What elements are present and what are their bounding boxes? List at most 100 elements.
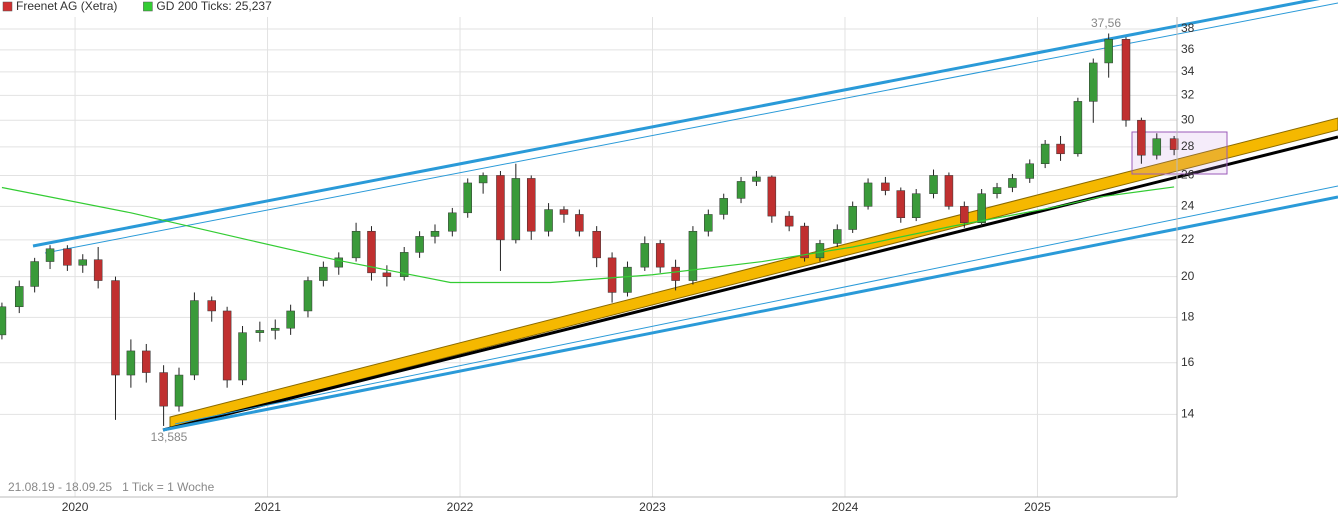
candle-body: [1121, 39, 1131, 121]
candle-body: [448, 212, 457, 232]
legend-swatch: [2, 1, 13, 12]
candle-body: [1056, 143, 1065, 155]
channel-upper: [32, 0, 1320, 248]
y-tick-label: 22: [1181, 232, 1195, 246]
candle-body: [1104, 39, 1113, 64]
x-tick-label: 2020: [62, 500, 89, 514]
candle-body: [719, 198, 728, 215]
moving-average: [1, 186, 1175, 284]
candle-body: [784, 215, 794, 227]
candle-body: [93, 259, 103, 281]
candle-body: [815, 243, 825, 259]
x-tick-label: 2025: [1024, 500, 1051, 514]
candle-body: [30, 261, 39, 287]
legend-swatch: [143, 1, 153, 12]
candle-body: [78, 259, 88, 266]
y-tick-label: 18: [1181, 310, 1195, 324]
candle-body: [1025, 163, 1035, 179]
grid: [0, 17, 1177, 497]
candle-body: [222, 310, 232, 381]
high-label: 37,56: [1091, 16, 1121, 30]
x-tick-label: 2024: [832, 500, 859, 514]
x-tick-label: 2022: [447, 500, 474, 514]
candle-body: [190, 300, 199, 376]
x-tick-label: 2023: [639, 500, 666, 514]
candle-body: [319, 266, 328, 281]
channel-lower-thin: [174, 185, 1338, 425]
candle-body: [526, 178, 536, 232]
legend: Freenet AG (Xetra) GD 200 Ticks: 25,237: [2, 0, 272, 13]
y-tick-label: 32: [1181, 87, 1195, 101]
candle-body: [270, 327, 280, 331]
candle-body: [544, 209, 553, 232]
y-tick-label: 36: [1181, 42, 1195, 56]
candle-body: [478, 175, 488, 184]
candle-body: [911, 193, 921, 218]
x-tick-label: 2021: [254, 500, 281, 514]
candle-body: [334, 257, 344, 268]
candle-body: [833, 229, 842, 244]
y-tick-label: 16: [1181, 355, 1195, 369]
candle-body: [511, 178, 521, 241]
candle-body: [142, 350, 151, 373]
y-tick-label: 20: [1181, 269, 1195, 283]
legend-label: GD 200 Ticks: 25,237: [156, 0, 272, 13]
marks: [0, 33, 1179, 426]
candle-body: [1040, 143, 1050, 164]
y-tick-label: 28: [1181, 139, 1195, 153]
candle-body: [1073, 101, 1083, 155]
candle-body: [896, 190, 906, 218]
candle-body: [929, 175, 938, 194]
y-tick-label: 24: [1181, 198, 1195, 212]
candle-body: [881, 182, 890, 191]
y-tick-label: 30: [1181, 112, 1195, 126]
candle-body: [286, 310, 295, 329]
candle-body: [559, 209, 569, 215]
candle-body: [640, 243, 650, 268]
candle-body: [1152, 138, 1162, 156]
candle-body: [430, 230, 440, 237]
candle-body: [382, 272, 392, 277]
candle-body: [415, 236, 424, 253]
candle-body: [944, 175, 954, 207]
candle-body: [977, 193, 986, 224]
candle-body: [623, 266, 632, 293]
candle-body: [767, 176, 777, 217]
candle-body: [14, 286, 24, 308]
candle-body: [960, 206, 969, 224]
candle-body: [238, 332, 247, 381]
candle-body: [671, 266, 680, 281]
candle-body: [63, 248, 72, 266]
y-tick-label: 34: [1181, 64, 1195, 78]
y-tick-label: 26: [1181, 168, 1195, 182]
range-note: 21.08.19 - 18.09.25 1 Tick = 1 Woche: [8, 480, 215, 494]
candle-body: [367, 230, 376, 274]
candle-body: [207, 300, 216, 312]
candle-body: [1008, 178, 1017, 188]
candle-body: [1169, 138, 1179, 150]
candle-body: [351, 230, 361, 259]
candle-body: [575, 214, 584, 232]
candle-body: [704, 214, 713, 232]
trend-line: [162, 135, 1338, 432]
candle-body: [159, 372, 168, 407]
y-tick-label: 14: [1181, 406, 1195, 420]
trend-band: [169, 117, 1338, 429]
candle-body: [992, 187, 1002, 194]
range-box: [1131, 131, 1228, 175]
candle-body: [592, 230, 601, 259]
candle-body: [655, 243, 665, 268]
channel-lower: [162, 195, 1338, 432]
candle-body: [496, 175, 505, 241]
candle-body: [111, 280, 120, 376]
candle-body: [1089, 62, 1098, 102]
candle-body: [303, 280, 313, 312]
candle-body: [45, 248, 55, 262]
candle-body: [688, 230, 698, 281]
candle-body: [463, 182, 472, 214]
candle-body: [174, 374, 184, 407]
candle-body: [255, 330, 265, 333]
candle-body: [752, 176, 761, 182]
